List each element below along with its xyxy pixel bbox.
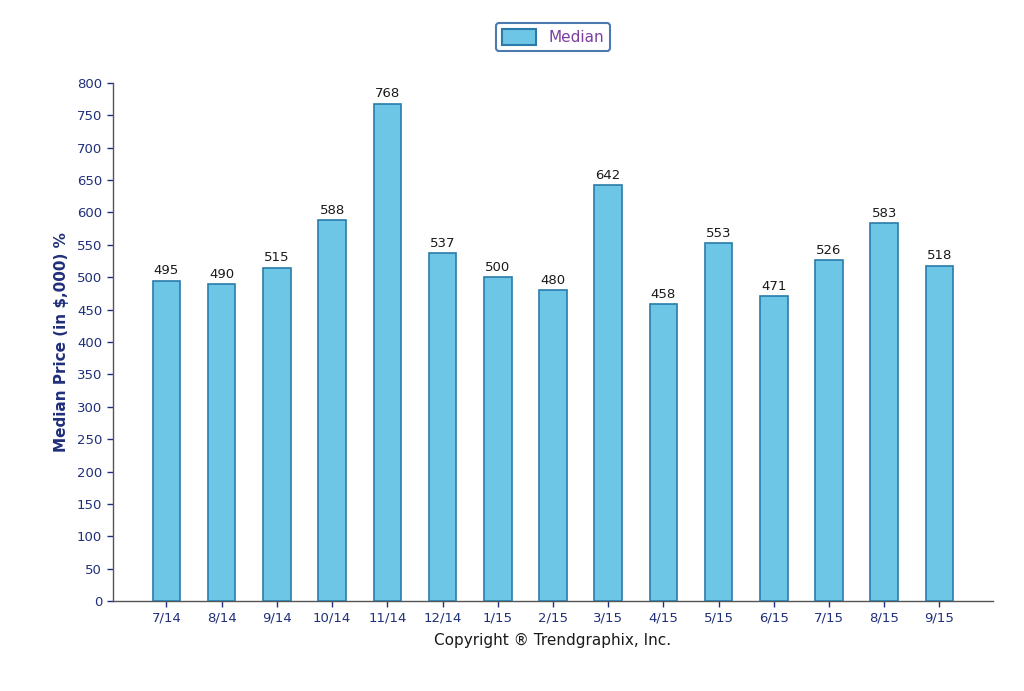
X-axis label: Copyright ® Trendgraphix, Inc.: Copyright ® Trendgraphix, Inc. (434, 633, 672, 648)
Bar (318, 220, 346, 601)
Text: 583: 583 (871, 207, 897, 220)
Bar (153, 281, 180, 601)
Bar (705, 243, 732, 601)
Bar (540, 290, 566, 601)
Bar (649, 305, 677, 601)
Text: 642: 642 (596, 169, 621, 182)
Bar (484, 277, 512, 601)
Text: 588: 588 (319, 204, 345, 217)
Bar (815, 261, 843, 601)
Legend: Median: Median (496, 23, 610, 51)
Text: 495: 495 (154, 264, 179, 277)
Bar (429, 254, 457, 601)
Text: 518: 518 (927, 249, 952, 263)
Text: 500: 500 (485, 261, 510, 274)
Text: 553: 553 (706, 227, 731, 240)
Text: 471: 471 (761, 280, 786, 293)
Text: 480: 480 (541, 274, 565, 287)
Bar (870, 223, 898, 601)
Text: 490: 490 (209, 267, 234, 281)
Bar (208, 284, 236, 601)
Text: 458: 458 (651, 288, 676, 301)
Bar (760, 296, 787, 601)
Text: 526: 526 (816, 244, 842, 257)
Bar (374, 104, 401, 601)
Bar (263, 267, 291, 601)
Text: 515: 515 (264, 252, 290, 265)
Bar (594, 185, 622, 601)
Text: 768: 768 (375, 87, 400, 100)
Y-axis label: Median Price (in $,000) %: Median Price (in $,000) % (53, 232, 69, 452)
Bar (926, 265, 953, 601)
Text: 537: 537 (430, 237, 456, 250)
